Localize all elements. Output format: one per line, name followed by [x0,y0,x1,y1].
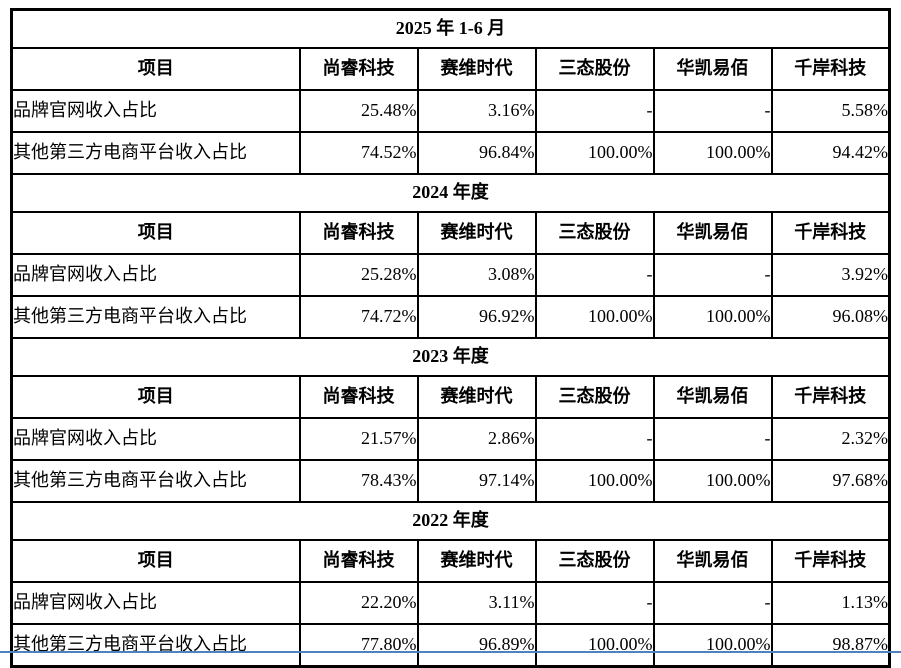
table-row: 品牌官网收入占比 21.57% 2.86% - - 2.32% [10,417,891,461]
table-row: 品牌官网收入占比 22.20% 3.11% - - 1.13% [10,581,891,625]
table-row: 其他第三方电商平台收入占比 77.80% 96.89% 100.00% 100.… [10,623,891,668]
value-cell: 74.52% [298,131,419,175]
column-header-company: 三态股份 [534,539,655,583]
value-cell: - [534,417,655,461]
value-cell: 3.16% [416,89,537,133]
table-row: 其他第三方电商平台收入占比 74.72% 96.92% 100.00% 100.… [10,295,891,339]
value-cell: 100.00% [534,131,655,175]
row-label: 品牌官网收入占比 [10,581,301,625]
column-header-company: 尚睿科技 [298,211,419,255]
section-title-row: 2023 年度 [10,337,891,377]
column-header-company: 千岸科技 [770,47,891,91]
value-cell: - [534,581,655,625]
value-cell: - [652,581,773,625]
value-cell: 2.32% [770,417,891,461]
document-page: 2025 年 1-6 月 项目 尚睿科技 赛维时代 三态股份 华凯易佰 千岸科技… [0,8,901,668]
column-header-company: 尚睿科技 [298,375,419,419]
value-cell: - [652,417,773,461]
value-cell: 100.00% [652,459,773,503]
column-header-company: 千岸科技 [770,539,891,583]
value-cell: 5.58% [770,89,891,133]
header-row: 项目 尚睿科技 赛维时代 三态股份 华凯易佰 千岸科技 [10,211,891,255]
section-title-row: 2022 年度 [10,501,891,541]
table-row: 品牌官网收入占比 25.48% 3.16% - - 5.58% [10,89,891,133]
value-cell: 1.13% [770,581,891,625]
value-cell: 97.14% [416,459,537,503]
table-row: 其他第三方电商平台收入占比 74.52% 96.84% 100.00% 100.… [10,131,891,175]
column-header-item: 项目 [10,539,301,583]
row-label: 其他第三方电商平台收入占比 [10,131,301,175]
row-label: 其他第三方电商平台收入占比 [10,459,301,503]
header-row: 项目 尚睿科技 赛维时代 三态股份 华凯易佰 千岸科技 [10,375,891,419]
column-header-company: 华凯易佰 [652,375,773,419]
value-cell: 74.72% [298,295,419,339]
value-cell: 100.00% [534,459,655,503]
column-header-item: 项目 [10,211,301,255]
row-label: 其他第三方电商平台收入占比 [10,295,301,339]
value-cell: 2.86% [416,417,537,461]
value-cell: 25.48% [298,89,419,133]
value-cell: - [652,89,773,133]
value-cell: 100.00% [652,131,773,175]
column-header-company: 华凯易佰 [652,47,773,91]
section-title: 2024 年度 [10,173,891,213]
value-cell: 3.92% [770,253,891,297]
value-cell: 78.43% [298,459,419,503]
value-cell: 100.00% [534,623,655,668]
value-cell: 3.11% [416,581,537,625]
column-header-company: 华凯易佰 [652,539,773,583]
value-cell: 97.68% [770,459,891,503]
section-title: 2023 年度 [10,337,891,377]
section-title-row: 2024 年度 [10,173,891,213]
column-header-company: 赛维时代 [416,211,537,255]
value-cell: 21.57% [298,417,419,461]
table-row: 品牌官网收入占比 25.28% 3.08% - - 3.92% [10,253,891,297]
revenue-share-comparison-table: 2025 年 1-6 月 项目 尚睿科技 赛维时代 三态股份 华凯易佰 千岸科技… [10,8,891,668]
value-cell: 22.20% [298,581,419,625]
value-cell: - [652,253,773,297]
column-header-company: 三态股份 [534,375,655,419]
row-label: 品牌官网收入占比 [10,417,301,461]
section-title: 2022 年度 [10,501,891,541]
column-header-company: 三态股份 [534,47,655,91]
column-header-company: 赛维时代 [416,375,537,419]
header-row: 项目 尚睿科技 赛维时代 三态股份 华凯易佰 千岸科技 [10,47,891,91]
value-cell: - [534,253,655,297]
row-label: 品牌官网收入占比 [10,253,301,297]
value-cell: 100.00% [534,295,655,339]
table-row: 其他第三方电商平台收入占比 78.43% 97.14% 100.00% 100.… [10,459,891,503]
value-cell: 3.08% [416,253,537,297]
value-cell: 100.00% [652,295,773,339]
value-cell: 100.00% [652,623,773,668]
row-label: 其他第三方电商平台收入占比 [10,623,301,668]
value-cell: 96.84% [416,131,537,175]
column-header-company: 华凯易佰 [652,211,773,255]
column-header-company: 尚睿科技 [298,47,419,91]
column-header-company: 三态股份 [534,211,655,255]
column-header-company: 千岸科技 [770,375,891,419]
column-header-company: 赛维时代 [416,539,537,583]
row-label: 品牌官网收入占比 [10,89,301,133]
value-cell: 96.89% [416,623,537,668]
value-cell: 77.80% [298,623,419,668]
value-cell: 96.08% [770,295,891,339]
column-header-item: 项目 [10,47,301,91]
column-header-company: 千岸科技 [770,211,891,255]
value-cell: 94.42% [770,131,891,175]
column-header-company: 尚睿科技 [298,539,419,583]
column-header-company: 赛维时代 [416,47,537,91]
value-cell: 25.28% [298,253,419,297]
page-bottom-rule [0,651,901,653]
section-title-row: 2025 年 1-6 月 [10,8,891,49]
header-row: 项目 尚睿科技 赛维时代 三态股份 华凯易佰 千岸科技 [10,539,891,583]
value-cell: 96.92% [416,295,537,339]
column-header-item: 项目 [10,375,301,419]
value-cell: 98.87% [770,623,891,668]
section-title: 2025 年 1-6 月 [10,8,891,49]
value-cell: - [534,89,655,133]
